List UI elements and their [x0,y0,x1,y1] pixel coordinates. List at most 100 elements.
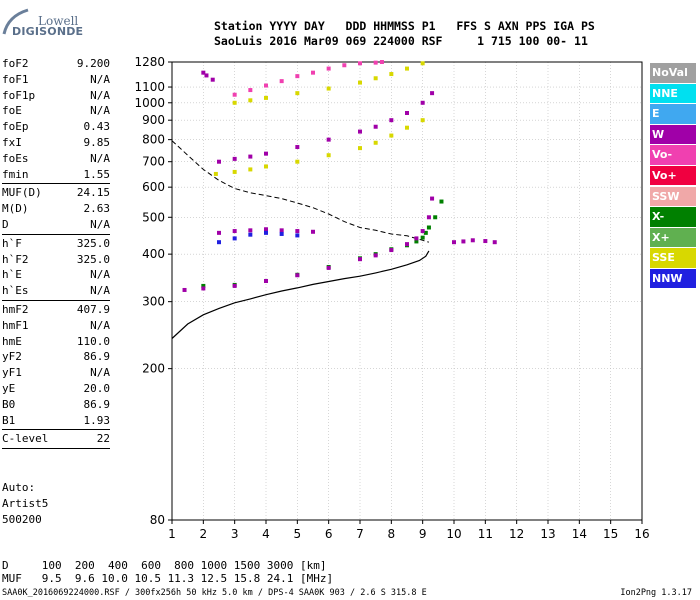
legend: NoVal NNE E W Vo- Vo+ SSW X- X+ SSE NNW [650,63,696,290]
y-tick-label: 300 [142,295,165,309]
y-tick-label: 200 [142,362,165,376]
param-name: B0 [2,397,16,411]
echo-point [452,240,456,245]
param-name: foEp [2,120,29,134]
param-divider [2,299,110,301]
legend-item: X- [650,207,696,227]
y-tick-label: 400 [142,247,165,261]
echo-point [405,110,409,115]
y-tick-label: 80 [150,513,165,527]
y-tick-label: 1100 [134,80,165,94]
param-row: yF2 86.9 [2,349,110,365]
y-tick-label: 700 [142,155,165,169]
x-tick-label: 7 [356,527,364,541]
echo-point [217,240,221,245]
x-tick-label: 15 [603,527,618,541]
echo-point [326,137,331,142]
param-name: h`Es [2,284,29,298]
param-name: yF1 [2,366,22,380]
muf-curve [171,140,430,243]
x-tick-label: 11 [478,527,493,541]
echo-point [414,236,419,241]
param-value: N/A [90,318,110,332]
auto-program: Artist5 [2,497,49,510]
param-value: 1.93 [83,413,111,427]
param-row: foE N/A [2,103,110,119]
param-row: B1 1.93 [2,413,110,429]
echo-point [232,236,237,241]
param-value: 325.0 [76,236,110,250]
logo-line1: Lowell [38,14,79,28]
param-name: hmF2 [2,302,29,316]
param-value: N/A [90,268,110,282]
lowell-digisonde-logo: Lowell DIGISONDE [0,2,84,46]
footer-file-info: SAA0K_2016069224000.RSF / 300fx256h 50 k… [2,588,427,598]
param-name: foE [2,104,22,118]
param-row: B0 86.9 [2,397,110,413]
param-name: h`E [2,268,22,282]
param-value: N/A [90,151,110,165]
x-tick-label: 4 [262,527,270,541]
echo-point [426,215,431,220]
echo-point [248,232,253,237]
dmuf-muf-row: MUF 9.5 9.6 10.0 10.5 11.3 12.5 15.8 24.… [2,572,334,585]
y-tick-label: 900 [142,113,165,127]
param-value: 20.0 [83,381,111,395]
legend-item: Vo+ [650,165,696,186]
echo-point [210,77,215,82]
param-row: foEs N/A [2,151,110,167]
echo-point [358,146,362,151]
param-row: h`E N/A [2,267,110,283]
echo-point [426,225,431,230]
param-name: foF1p [2,88,36,102]
echo-point [389,118,394,123]
echo-point [311,229,315,234]
legend-item: E [650,104,696,124]
echo-point [279,228,284,233]
legend-item: X+ [650,227,696,248]
echo-point [389,72,394,77]
x-tick-label: 12 [509,527,524,541]
echo-point [264,151,268,156]
y-tick-label: 1280 [134,55,165,69]
echo-point [430,196,435,201]
param-row: C-level 22 [2,431,110,447]
param-row: hmF1 N/A [2,318,110,334]
echo-point [248,228,253,233]
echo-point [379,60,384,64]
legend-item: W [650,124,696,145]
y-tick-label: 600 [142,180,165,194]
echo-point [232,229,237,234]
param-value: 407.9 [76,302,110,316]
plot-frame [171,61,643,521]
param-name: hmE [2,334,22,348]
legend-item: NoVal [650,63,696,83]
param-row: hmE 110.0 [2,334,110,350]
param-value: 86.9 [83,350,111,364]
echo-point [420,61,425,66]
echo-point [248,167,253,172]
legend-item: SSW [650,186,696,207]
x-tick-label: 1 [168,527,176,541]
x-tick-label: 5 [294,527,302,541]
logo-line2: DIGISONDE [12,25,84,38]
echo-point [414,239,419,244]
param-row: D N/A [2,217,110,233]
param-value: N/A [90,366,110,380]
param-name: h`F [2,236,22,250]
echo-point [373,140,378,145]
param-name: C-level [2,432,49,446]
echo-point [264,227,268,232]
legend-item: NNE [650,83,696,104]
param-value: 110.0 [76,334,110,348]
echo-point [342,63,347,68]
echo-point [217,159,221,164]
echo-point [470,238,475,243]
echo-point [264,83,268,88]
echo-point [430,91,435,96]
y-tick-label: 500 [142,210,165,224]
echo-point [232,156,237,161]
echo-point [264,278,268,283]
echo-point [373,60,378,65]
